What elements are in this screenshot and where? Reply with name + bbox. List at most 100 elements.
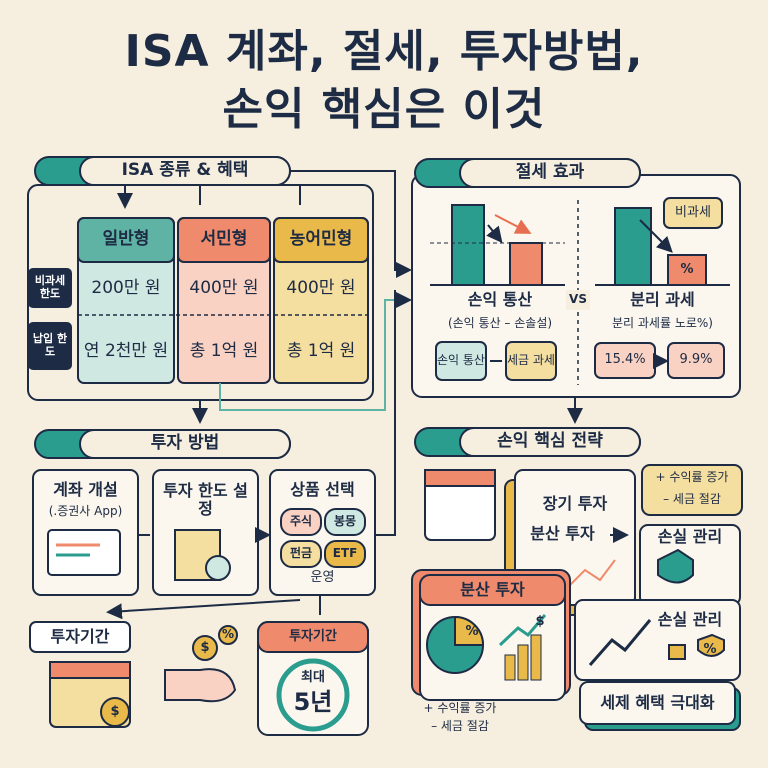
decoration (657, 548, 694, 584)
section-heading: 절세 효과 (515, 162, 585, 183)
decoration (125, 185, 301, 205)
bubble: 비과세 (675, 204, 711, 220)
decoration (424, 469, 496, 487)
decoration (29, 621, 131, 653)
decoration (273, 217, 369, 263)
step-note: 운영 (310, 569, 335, 585)
step-title: 투자 한도 설정 (163, 480, 248, 518)
decoration (668, 644, 686, 660)
decoration (639, 219, 673, 253)
vs-label: VS (566, 290, 590, 310)
card-title: 투자기간 (289, 628, 337, 644)
decoration (504, 654, 516, 681)
decoration (494, 214, 532, 234)
decoration (579, 681, 736, 725)
decoration (697, 633, 725, 657)
decoration (663, 197, 723, 229)
title-line: 손익 핵심은 이것 (222, 84, 546, 136)
decoration (564, 559, 616, 591)
decoration (47, 529, 121, 576)
decoration (375, 290, 396, 536)
method-title: 손익 통산 (467, 289, 533, 309)
card-title: 분산 투자 (460, 579, 525, 599)
decoration (614, 207, 652, 286)
decoration (110, 595, 321, 615)
section-heading: 손익 핵심 전략 (497, 431, 603, 452)
note-line: – 세금 절감 (431, 719, 489, 734)
decoration (435, 341, 487, 381)
section-heading: 투자 방법 (150, 433, 220, 454)
strategy-item: 장기 투자 (542, 493, 608, 513)
bubble-line: + 수익률 증가 (655, 470, 729, 485)
card-title: 손실 관리 (657, 609, 723, 629)
badge: % (680, 261, 694, 277)
rate: 9.9% (679, 352, 713, 368)
decoration (164, 668, 237, 703)
box-label: 세금 과세 (507, 353, 555, 368)
cell: 총 1억 원 (189, 341, 259, 362)
step-note: (.증권사 App) (48, 504, 123, 519)
decoration (667, 254, 707, 286)
row-label: 비과세 한도 (34, 274, 66, 300)
decoration (454, 615, 485, 646)
decoration (574, 599, 741, 681)
row-label: 납입 한도 (32, 332, 68, 358)
decoration (205, 555, 231, 581)
column-header: 서민형 (200, 229, 248, 250)
method-title: 분리 과세 (630, 289, 695, 309)
step-title: 계좌 개설 (53, 479, 118, 499)
period-years: 5년 (293, 688, 333, 717)
decoration (79, 429, 291, 459)
decoration (192, 635, 218, 661)
decoration (498, 614, 547, 647)
note-line: + 수익률 증가 (423, 701, 497, 716)
icon-symbol: $ (200, 639, 210, 655)
icon-symbol: $ (535, 613, 545, 629)
icon-symbol: % (221, 627, 235, 642)
cell: 200만 원 (91, 278, 161, 299)
column-header: 농어민형 (289, 229, 353, 250)
period-max: 최대 (301, 669, 325, 685)
step-title: 상품 선택 (290, 479, 355, 499)
decoration (276, 658, 350, 732)
decoration (517, 644, 529, 681)
strategy-item: 손실 관리 (657, 526, 723, 546)
column-header: 일반형 (102, 229, 150, 250)
decoration (218, 625, 238, 645)
strategy-item: 분산 투자 (530, 523, 595, 543)
decoration (219, 292, 412, 411)
decoration (100, 697, 130, 727)
decoration (290, 170, 412, 278)
decoration (641, 464, 743, 516)
product-chip: 봉몽 (324, 508, 366, 536)
decoration (28, 322, 72, 370)
method-subtitle: (손익 통산 – 손솔설) (447, 316, 553, 331)
section-heading: ISA 종류 & 혜택 (121, 160, 249, 181)
decoration (486, 224, 503, 244)
decoration (459, 427, 641, 457)
box-label: 손익 통산 (437, 353, 485, 368)
product-chip: 주식 (280, 508, 322, 536)
period-label: 투자기간 (50, 626, 110, 646)
rate: 15.4% (604, 352, 646, 368)
decoration (177, 217, 271, 263)
decoration (505, 341, 557, 381)
decoration (459, 158, 641, 188)
cell: 400만 원 (189, 278, 259, 299)
method-subtitle: 분리 과세률 노로%) (612, 316, 713, 331)
decoration (419, 574, 566, 606)
decoration (257, 621, 369, 653)
decoration (530, 634, 542, 681)
cell: 400만 원 (286, 278, 356, 299)
product-chip: 펀금 (280, 540, 322, 568)
icon-symbol: % (465, 623, 479, 639)
decoration (28, 268, 72, 308)
decoration (451, 204, 485, 286)
bubble-line: – 세금 절감 (663, 492, 721, 507)
cell: 연 2천만 원 (83, 341, 169, 362)
decoration (588, 619, 652, 666)
title-line: ISA 계좌, 절세, 투자방법, (124, 26, 644, 78)
product-chip: ETF (324, 540, 366, 568)
